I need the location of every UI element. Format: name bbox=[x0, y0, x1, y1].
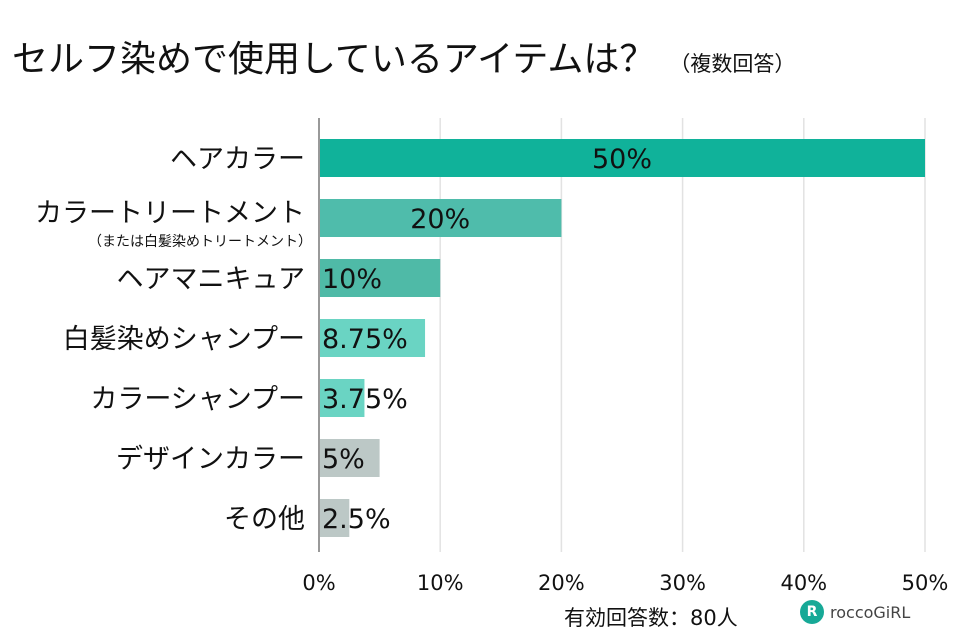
bar bbox=[319, 259, 441, 297]
category-label: 白髪染めシャンプー bbox=[63, 324, 305, 355]
category-label: その他 bbox=[224, 504, 305, 535]
bar bbox=[319, 439, 380, 477]
x-tick-label: 10% bbox=[417, 571, 464, 595]
data-label: 3.75% bbox=[322, 384, 408, 415]
x-tick-label: 20% bbox=[538, 571, 585, 595]
bar bbox=[319, 139, 925, 177]
bar bbox=[319, 199, 562, 237]
data-label: 10% bbox=[322, 264, 382, 295]
bar bbox=[319, 319, 426, 357]
data-label: 8.75% bbox=[322, 324, 408, 355]
x-tick-label: 30% bbox=[659, 571, 706, 595]
chart-subtitle: （複数回答） bbox=[669, 52, 796, 76]
chart-title: セルフ染めで使用しているアイテムは？ （複数回答） bbox=[12, 30, 795, 82]
bar bbox=[319, 499, 350, 537]
bar bbox=[319, 379, 365, 417]
data-label: 20% bbox=[410, 204, 470, 235]
data-label: 2.5% bbox=[322, 504, 391, 535]
category-label: ヘアマニキュア bbox=[117, 264, 305, 295]
data-label: 50% bbox=[592, 144, 652, 175]
title-text: セルフ染めで使用しているアイテムは？ bbox=[12, 39, 656, 80]
category-label: カラートリートメント bbox=[35, 198, 305, 229]
category-label: デザインカラー bbox=[116, 444, 305, 475]
x-tick-label: 50% bbox=[902, 571, 949, 595]
category-label: ヘアカラー bbox=[170, 144, 305, 175]
category-label: カラーシャンプー bbox=[90, 384, 305, 415]
logo-text: roccoGiRL bbox=[830, 602, 911, 622]
x-tick-label: 0% bbox=[302, 571, 335, 595]
data-label: 5% bbox=[322, 444, 365, 475]
respondent-count: 有効回答数：80人 bbox=[564, 606, 738, 630]
logo-icon: R bbox=[800, 600, 824, 624]
category-note: （または白髪染めトリートメント） bbox=[88, 234, 312, 250]
x-tick-label: 40% bbox=[780, 571, 827, 595]
